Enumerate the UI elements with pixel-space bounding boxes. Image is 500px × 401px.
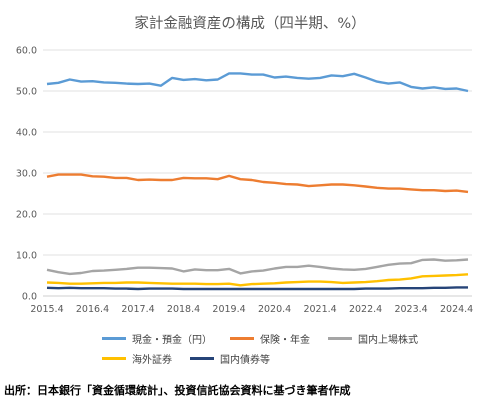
chart-title: 家計金融資産の構成（四半期、%） (134, 16, 366, 32)
x-tick-label: 2019.4 (212, 304, 245, 315)
series-line-3 (46, 258, 469, 276)
x-tick-label: 2020.4 (258, 304, 291, 315)
y-tick-label: 50.0 (16, 87, 37, 98)
legend-label: 現金・預金（円） (132, 335, 212, 346)
series-line-5 (46, 286, 468, 291)
x-tick-label: 2023.4 (394, 304, 427, 315)
x-tick-label: 2021.4 (303, 304, 336, 315)
y-tick-label: 60.0 (16, 46, 37, 57)
line-chart: 0.0 10.0 20.0 30.0 40.0 50.0 60.0 2015.4 2016.4… (16, 46, 473, 316)
legend-label: 国内上場株式 (358, 335, 418, 346)
x-tick-label: 2017.4 (121, 304, 154, 315)
x-tick-label: 2018.4 (167, 304, 200, 315)
x-tick-label: 2016.4 (76, 304, 109, 315)
legend-label: 国内債券等 (220, 355, 270, 366)
y-tick-label: 10.0 (16, 251, 37, 262)
legend-item-1: 現金・預金（円） (102, 331, 212, 346)
legend-row: 海外証券 国内債券等 (102, 351, 270, 366)
series-line-1 (46, 72, 469, 93)
source-note: 出所：日本銀行「資金循環統計」、投資信託協会資料に基づき筆者作成 (4, 384, 351, 397)
y-tick-label: 0.0 (22, 292, 37, 303)
legend-swatch (190, 357, 214, 360)
legend: 現金・預金（円） 保険・年金 国内上場株式 海外証券 国内債券等 (0, 327, 500, 371)
x-axis: 2015.4 2016.4 2017.4 2018.4 2019.4 2020.4 2021… (30, 304, 473, 315)
x-tick-label: 2024.4 (440, 304, 473, 315)
legend-swatch (102, 357, 126, 360)
legend-item-5: 国内債券等 (190, 351, 270, 366)
y-axis: 0.0 10.0 20.0 30.0 40.0 50.0 60.0 (16, 46, 37, 303)
legend-swatch (102, 337, 126, 340)
legend-item-2: 保険・年金 (230, 331, 310, 346)
legend-item-4: 海外証券 (102, 351, 172, 366)
y-tick-label: 40.0 (16, 128, 37, 139)
y-tick-label: 20.0 (16, 210, 37, 221)
legend-swatch (230, 337, 254, 340)
x-tick-label: 2015.4 (30, 304, 63, 315)
legend-swatch (328, 337, 352, 340)
legend-label: 保険・年金 (260, 335, 310, 346)
chart-frame: 家計金融資産の構成（四半期、%） 0.0 10.0 20.0 30.0 40.0 50.0… (0, 16, 500, 371)
legend-row: 現金・預金（円） 保険・年金 国内上場株式 (102, 331, 418, 346)
legend-item-3: 国内上場株式 (328, 331, 418, 346)
x-tick-label: 2022.4 (349, 304, 382, 315)
series-lines (46, 72, 469, 291)
series-line-4 (46, 273, 469, 287)
gridlines (43, 49, 472, 297)
y-tick-label: 30.0 (16, 169, 37, 180)
series-line-2 (46, 173, 469, 194)
legend-label: 海外証券 (132, 355, 172, 366)
